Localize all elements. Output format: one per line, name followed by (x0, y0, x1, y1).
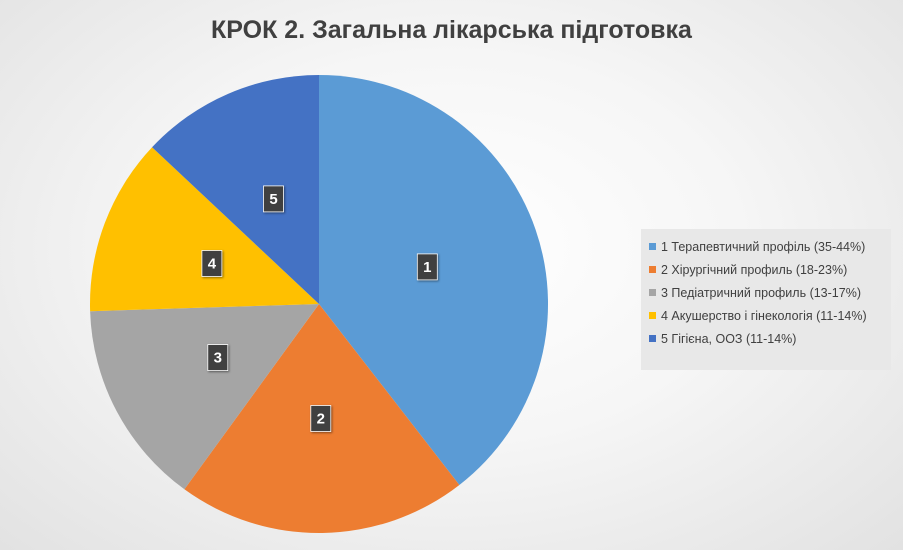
slice-label-text: 5 (269, 191, 277, 208)
slice-label-2: 2 (310, 405, 332, 432)
slice-label-text: 3 (214, 350, 222, 367)
legend-item-1: 1 Терапевтичний профіль (35-44%) (649, 235, 891, 258)
legend-item-5: 5 Гігієна, ООЗ (11-14%) (649, 327, 891, 350)
slice-label-text: 2 (317, 411, 325, 428)
legend-label: 5 Гігієна, ООЗ (11-14%) (661, 331, 797, 346)
pie-slice-3 (90, 304, 319, 490)
legend-swatch (649, 266, 656, 273)
slice-label-3: 3 (207, 344, 229, 372)
legend-swatch (649, 335, 656, 342)
legend-swatch (649, 243, 656, 250)
legend-label: 2 Хірургічний профиль (18-23%) (661, 262, 848, 277)
legend-item-3: 3 Педіатричний профиль (13-17%) (649, 281, 891, 304)
slice-label-4: 4 (201, 250, 223, 277)
legend-label: 3 Педіатричний профиль (13-17%) (661, 285, 861, 300)
slice-label-5: 5 (263, 185, 284, 213)
legend-label: 4 Акушерство і гінекологія (11-14%) (661, 308, 867, 323)
slice-label-text: 4 (208, 256, 217, 273)
chart-legend: 1 Терапевтичний профіль (35-44%) 2 Хірург… (641, 229, 891, 370)
legend-item-4: 4 Акушерство і гінекологія (11-14%) (649, 304, 891, 327)
legend-label: 1 Терапевтичний профіль (35-44%) (661, 239, 866, 254)
pie-slice-5 (152, 75, 319, 304)
chart-title: КРОК 2. Загальна лікарська підготовка (211, 16, 692, 44)
slice-label-text: 1 (423, 259, 431, 276)
pie-slice-4 (89, 147, 320, 312)
legend-item-2: 2 Хірургічний профиль (18-23%) (649, 258, 891, 281)
slice-label-1: 1 (416, 253, 438, 281)
legend-swatch (649, 289, 656, 296)
legend-swatch (649, 312, 656, 319)
